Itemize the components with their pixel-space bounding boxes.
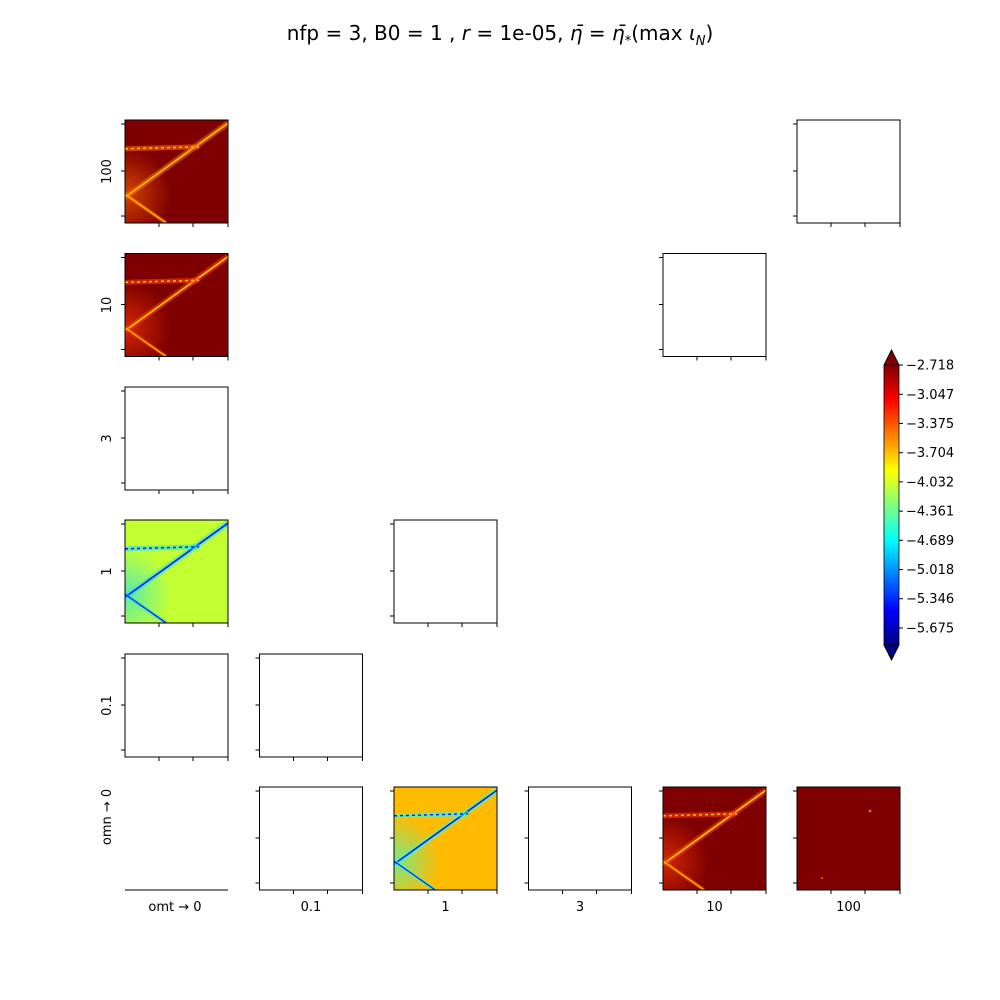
col-label-omt-1: 1 (441, 900, 449, 915)
heatmap-lower-streak (125, 593, 167, 623)
panel-omn-10-omt-10 (659, 253, 767, 361)
panel-omn-0-omt-100 (793, 786, 901, 894)
heatmap-horizontal-ridge (394, 813, 469, 817)
panel-empty-area (663, 253, 766, 357)
panel-content (394, 520, 497, 623)
panel-omn-0-omt-1 (390, 786, 498, 894)
heatmap-lower-streak (663, 860, 705, 890)
colorbar-tick-label: −2.718 (906, 359, 954, 374)
panel-content (797, 787, 900, 890)
panel-omn-0-omt-0.1 (255, 786, 363, 894)
panel-content (125, 387, 228, 490)
heatmap-lower-streak (125, 327, 167, 357)
col-label-omt-0: omt → 0 (148, 900, 201, 915)
panel-omn-1-omt-1 (390, 519, 498, 627)
panels-grid (121, 119, 901, 894)
panel-content (125, 253, 228, 357)
heatmap-ridge (125, 122, 228, 198)
col-label-omt-10: 10 (706, 900, 723, 915)
row-label-omn-0: omn → 0 (100, 789, 115, 845)
colorbar-tick-label: −3.047 (906, 388, 954, 403)
panel-empty-area (125, 654, 228, 757)
heatmap-ridge (125, 255, 228, 332)
panel-empty-area (259, 787, 363, 890)
panel-content (259, 654, 363, 757)
heatmap-speck (868, 809, 872, 813)
heatmap-lower-streak (394, 860, 436, 890)
panel-omn-0-omt-10 (659, 786, 767, 894)
heatmap-horizontal-ridge (125, 146, 200, 150)
panel-content (528, 787, 632, 890)
colorbar: −2.718 −3.047 −3.375 −3.704 −4.032 −4.361 −4.6… (883, 349, 954, 661)
heatmap-ridge (125, 522, 228, 598)
panel-empty-area (797, 120, 900, 223)
colorbar-tick-label: −5.675 (906, 622, 954, 637)
heatmap-background (797, 787, 900, 890)
colorbar-tick-label: −3.375 (906, 417, 954, 432)
row-label-omn-0.1: 0.1 (100, 695, 115, 716)
panel-omn-0-omt-3 (524, 786, 632, 894)
panel-content (125, 654, 228, 757)
panel-omn-100-omt-0 (121, 119, 229, 227)
row-label-omn-10: 10 (100, 297, 115, 314)
heatmap-speck (821, 877, 823, 879)
panel-omn-3-omt-0 (121, 386, 229, 494)
colorbar-tick-label: −5.346 (906, 592, 954, 607)
heatmap-ridge (663, 789, 766, 865)
col-label-omt-100: 100 (836, 900, 861, 915)
row-label-omn-100: 100 (100, 159, 115, 184)
heatmap-ridge (394, 789, 497, 865)
panel-omn-10-omt-0 (121, 253, 229, 361)
panel-omn-0.1-omt-0 (121, 653, 229, 761)
panel-content (125, 520, 228, 623)
colorbar-tick-label: −3.704 (906, 446, 954, 461)
panel-content (663, 253, 766, 357)
colorbar-gradient (884, 365, 899, 645)
colorbar-extend-max (883, 349, 900, 366)
panel-content (125, 120, 228, 223)
panel-omn-100-omt-100 (793, 119, 901, 227)
col-label-omt-3: 3 (576, 900, 584, 915)
col-label-omt-0.1: 0.1 (301, 900, 322, 915)
chart-title: nfp = 3, B0 = 1 , r = 1e-05, η̄ = η̄*(ma… (287, 21, 714, 49)
panel-empty-area (394, 520, 497, 623)
colorbar-tick-label: −5.018 (906, 563, 954, 578)
colorbar-tick-label: −4.032 (906, 475, 954, 490)
colorbar-tick-label: −4.361 (906, 505, 954, 520)
colorbar-tick-label: −4.689 (906, 534, 954, 549)
panel-content (259, 787, 363, 890)
heatmap-horizontal-ridge (125, 546, 200, 550)
row-label-omn-1: 1 (100, 567, 115, 575)
panel-content (663, 787, 766, 890)
heatmap-lower-streak (125, 193, 167, 223)
colorbar-outline (883, 349, 900, 661)
panel-empty-area (259, 654, 363, 757)
panel-empty-area (528, 787, 632, 890)
panel-content (394, 787, 497, 890)
colorbar-extend-min (883, 644, 900, 661)
row-label-omn-3: 3 (100, 434, 115, 442)
panel-omn-1-omt-0 (121, 519, 229, 627)
panel-omn-0.1-omt-0.1 (255, 653, 363, 761)
panel-empty-area (125, 387, 228, 490)
heatmap-horizontal-ridge (125, 279, 200, 284)
heatmap-horizontal-ridge (663, 813, 738, 817)
panel-content (797, 120, 900, 223)
